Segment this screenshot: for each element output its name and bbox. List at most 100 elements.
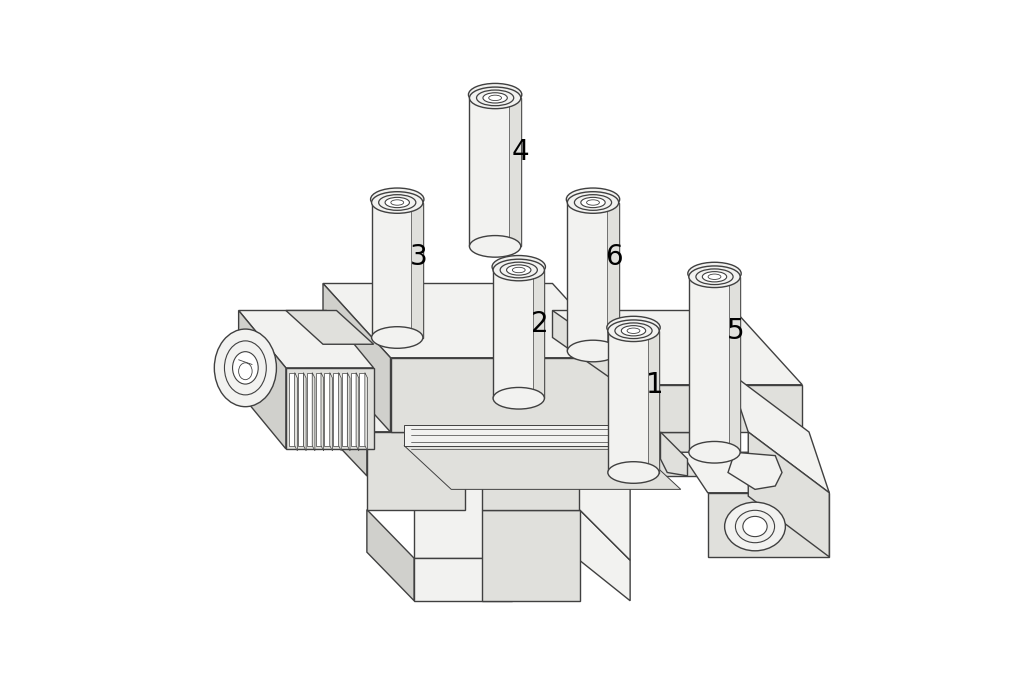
Polygon shape <box>414 558 512 601</box>
Ellipse shape <box>608 462 659 483</box>
Ellipse shape <box>702 271 727 282</box>
Ellipse shape <box>567 192 618 213</box>
Ellipse shape <box>696 269 733 285</box>
Polygon shape <box>660 432 687 476</box>
Ellipse shape <box>500 262 538 278</box>
Polygon shape <box>494 270 545 398</box>
Ellipse shape <box>224 341 266 395</box>
Polygon shape <box>286 368 374 449</box>
Polygon shape <box>367 432 512 481</box>
Ellipse shape <box>608 320 659 342</box>
Ellipse shape <box>476 90 514 106</box>
Polygon shape <box>315 373 321 446</box>
Polygon shape <box>580 510 630 601</box>
Text: 6: 6 <box>605 243 623 271</box>
Text: 4: 4 <box>512 138 529 166</box>
Polygon shape <box>306 368 367 476</box>
Ellipse shape <box>622 325 646 336</box>
Ellipse shape <box>567 340 618 362</box>
Polygon shape <box>323 284 390 432</box>
Polygon shape <box>306 368 728 432</box>
Polygon shape <box>728 371 829 493</box>
Ellipse shape <box>469 87 521 109</box>
Text: 1: 1 <box>646 371 664 399</box>
Ellipse shape <box>627 328 640 333</box>
Ellipse shape <box>574 194 611 211</box>
Ellipse shape <box>742 516 767 537</box>
Polygon shape <box>469 98 521 246</box>
Polygon shape <box>342 373 347 446</box>
Polygon shape <box>307 373 312 446</box>
Polygon shape <box>708 493 829 557</box>
Ellipse shape <box>214 329 276 406</box>
Ellipse shape <box>493 256 546 278</box>
Polygon shape <box>323 284 620 358</box>
Polygon shape <box>239 310 374 368</box>
Polygon shape <box>404 446 681 489</box>
Polygon shape <box>286 310 374 344</box>
Polygon shape <box>689 277 740 452</box>
Ellipse shape <box>566 188 620 211</box>
Polygon shape <box>532 270 545 398</box>
Polygon shape <box>312 373 315 451</box>
Polygon shape <box>367 510 414 601</box>
Ellipse shape <box>372 192 423 213</box>
Ellipse shape <box>391 200 403 205</box>
Polygon shape <box>390 358 620 432</box>
Ellipse shape <box>689 266 740 288</box>
Polygon shape <box>372 202 423 338</box>
Polygon shape <box>303 373 306 451</box>
Polygon shape <box>321 373 324 451</box>
Ellipse shape <box>468 84 522 106</box>
Polygon shape <box>620 385 802 432</box>
Ellipse shape <box>372 327 423 348</box>
Ellipse shape <box>725 502 785 551</box>
Polygon shape <box>553 310 620 385</box>
Ellipse shape <box>232 352 258 384</box>
Ellipse shape <box>689 441 740 463</box>
Ellipse shape <box>469 236 521 257</box>
Polygon shape <box>356 373 358 451</box>
Ellipse shape <box>379 194 416 211</box>
Polygon shape <box>347 373 350 451</box>
Polygon shape <box>553 310 802 385</box>
Ellipse shape <box>587 200 599 205</box>
Polygon shape <box>608 331 659 472</box>
Ellipse shape <box>488 95 502 101</box>
Polygon shape <box>509 98 521 246</box>
Ellipse shape <box>371 188 424 211</box>
Polygon shape <box>289 373 295 446</box>
Polygon shape <box>412 202 423 338</box>
Ellipse shape <box>494 259 545 281</box>
Ellipse shape <box>607 317 660 339</box>
Polygon shape <box>367 432 465 510</box>
Ellipse shape <box>512 267 525 273</box>
Polygon shape <box>580 432 630 560</box>
Ellipse shape <box>735 510 774 543</box>
Ellipse shape <box>494 387 545 409</box>
Polygon shape <box>567 202 618 351</box>
Polygon shape <box>607 202 618 351</box>
Polygon shape <box>339 373 341 451</box>
Polygon shape <box>414 481 512 558</box>
Polygon shape <box>350 373 356 446</box>
Ellipse shape <box>483 92 507 103</box>
Polygon shape <box>325 373 330 446</box>
Polygon shape <box>729 277 740 452</box>
Polygon shape <box>481 432 580 510</box>
Polygon shape <box>749 432 829 557</box>
Polygon shape <box>481 510 580 601</box>
Polygon shape <box>647 331 659 472</box>
Text: 5: 5 <box>727 317 744 345</box>
Polygon shape <box>330 373 333 451</box>
Polygon shape <box>404 425 647 446</box>
Ellipse shape <box>581 197 605 208</box>
Polygon shape <box>728 452 782 489</box>
Text: 3: 3 <box>410 243 427 271</box>
Ellipse shape <box>239 363 252 379</box>
Ellipse shape <box>688 263 741 285</box>
Text: 2: 2 <box>530 310 549 338</box>
Polygon shape <box>295 373 297 451</box>
Polygon shape <box>239 310 286 449</box>
Polygon shape <box>681 452 829 493</box>
